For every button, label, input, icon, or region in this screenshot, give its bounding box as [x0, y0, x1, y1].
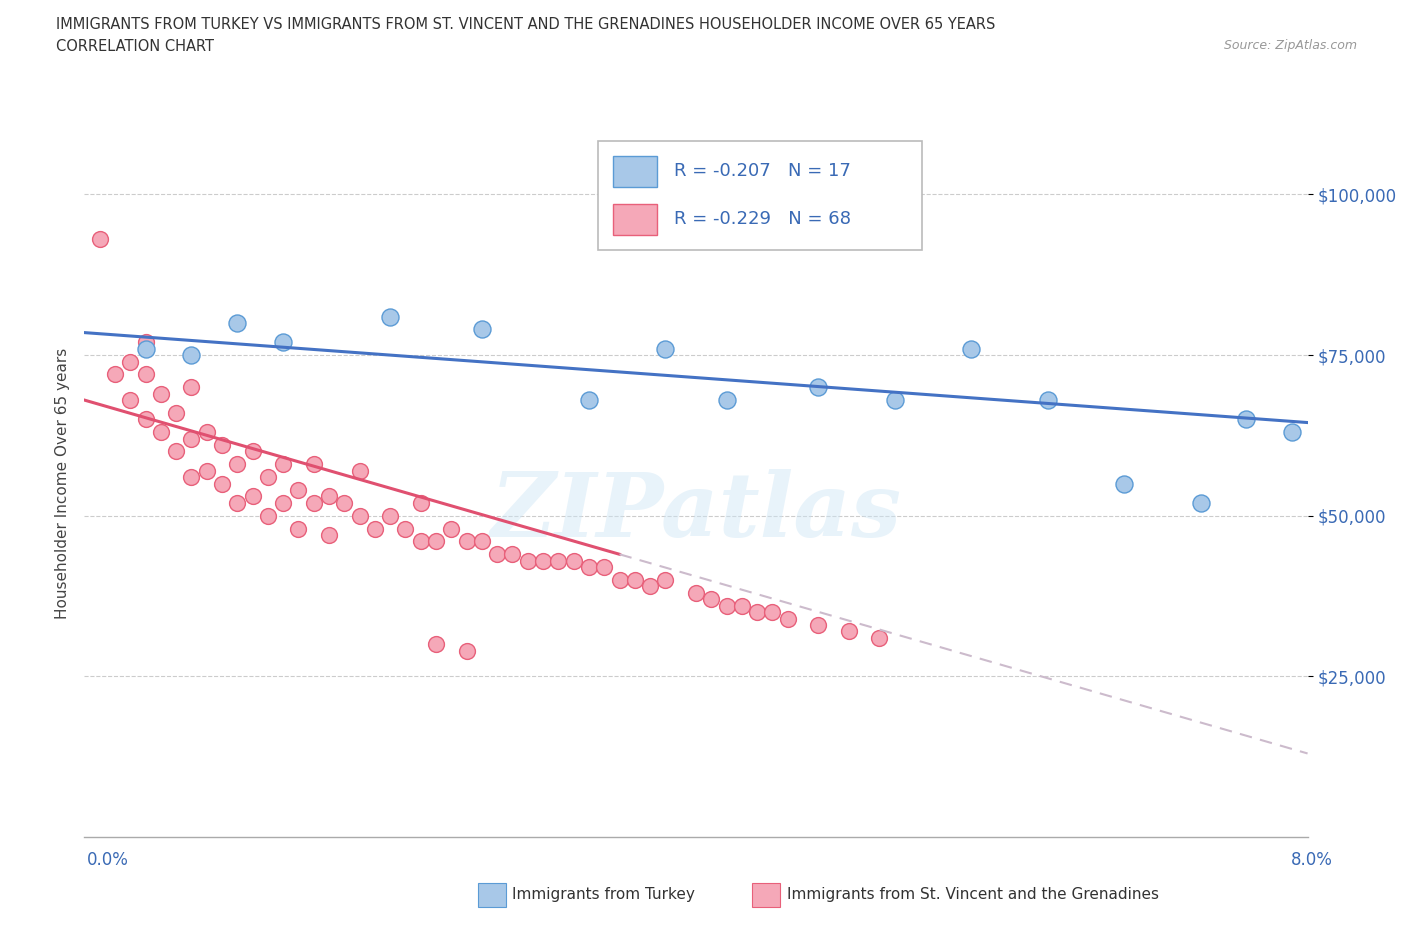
Text: R = -0.207   N = 17: R = -0.207 N = 17	[673, 162, 851, 179]
Point	[271, 457, 294, 472]
Point	[149, 386, 172, 401]
Text: Immigrants from St. Vincent and the Grenadines: Immigrants from St. Vincent and the Gren…	[787, 887, 1160, 902]
Point	[349, 509, 371, 524]
Point	[271, 335, 294, 350]
Point	[180, 470, 202, 485]
Point	[89, 232, 111, 246]
Text: Source: ZipAtlas.com: Source: ZipAtlas.com	[1223, 39, 1357, 52]
Point	[394, 521, 416, 536]
Point	[135, 412, 157, 427]
Point	[120, 392, 142, 407]
Point	[776, 611, 799, 626]
Point	[547, 553, 569, 568]
Point	[333, 496, 356, 511]
Point	[716, 598, 738, 613]
Point	[135, 341, 157, 356]
Point	[180, 432, 202, 446]
Point	[180, 348, 202, 363]
Point	[302, 496, 325, 511]
Point	[486, 547, 509, 562]
Point	[380, 509, 402, 524]
Point	[1114, 476, 1136, 491]
Point	[654, 341, 676, 356]
Point	[257, 470, 280, 485]
Point	[609, 573, 631, 588]
Point	[731, 598, 754, 613]
Point	[165, 444, 187, 458]
Point	[165, 405, 187, 420]
Point	[149, 425, 172, 440]
Point	[578, 560, 600, 575]
Point	[638, 579, 661, 594]
Point	[226, 457, 249, 472]
Point	[807, 379, 830, 394]
Point	[869, 631, 891, 645]
Point	[425, 534, 447, 549]
Point	[211, 438, 233, 453]
Point	[409, 534, 432, 549]
Point	[180, 379, 202, 394]
Point	[302, 457, 325, 472]
Point	[838, 624, 860, 639]
Point	[883, 392, 905, 407]
Point	[242, 489, 264, 504]
FancyBboxPatch shape	[613, 156, 657, 187]
Point	[471, 534, 494, 549]
Y-axis label: Householder Income Over 65 years: Householder Income Over 65 years	[55, 348, 70, 619]
Point	[271, 496, 294, 511]
Text: Immigrants from Turkey: Immigrants from Turkey	[512, 887, 695, 902]
Point	[364, 521, 387, 536]
Point	[380, 309, 402, 324]
Point	[257, 509, 280, 524]
Text: ZIPatlas: ZIPatlas	[491, 469, 901, 555]
Point	[287, 483, 309, 498]
Point	[562, 553, 585, 568]
FancyBboxPatch shape	[598, 140, 922, 250]
Point	[349, 463, 371, 478]
Point	[242, 444, 264, 458]
Point	[226, 315, 249, 330]
Point	[287, 521, 309, 536]
FancyBboxPatch shape	[613, 204, 657, 235]
Point	[195, 425, 218, 440]
Text: 8.0%: 8.0%	[1291, 851, 1333, 870]
Point	[1036, 392, 1059, 407]
Text: 0.0%: 0.0%	[87, 851, 129, 870]
Point	[745, 604, 768, 619]
Text: IMMIGRANTS FROM TURKEY VS IMMIGRANTS FROM ST. VINCENT AND THE GRENADINES HOUSEHO: IMMIGRANTS FROM TURKEY VS IMMIGRANTS FRO…	[56, 17, 995, 32]
Point	[211, 476, 233, 491]
Point	[471, 322, 494, 337]
Point	[531, 553, 554, 568]
Point	[318, 489, 340, 504]
Point	[104, 367, 127, 382]
Point	[135, 367, 157, 382]
Point	[409, 496, 432, 511]
Point	[516, 553, 538, 568]
Point	[318, 527, 340, 542]
Point	[456, 534, 478, 549]
Point	[456, 644, 478, 658]
Point	[960, 341, 983, 356]
Point	[1234, 412, 1257, 427]
Point	[761, 604, 783, 619]
Point	[593, 560, 616, 575]
Point	[1281, 425, 1303, 440]
Point	[440, 521, 463, 536]
Text: R = -0.229   N = 68: R = -0.229 N = 68	[673, 210, 851, 228]
Point	[135, 335, 157, 350]
Point	[578, 392, 600, 407]
Point	[195, 463, 218, 478]
Point	[685, 585, 707, 600]
Point	[120, 354, 142, 369]
Point	[501, 547, 523, 562]
Point	[716, 392, 738, 407]
Point	[700, 591, 723, 606]
Text: CORRELATION CHART: CORRELATION CHART	[56, 39, 214, 54]
Point	[226, 496, 249, 511]
Point	[425, 637, 447, 652]
Point	[624, 573, 647, 588]
Point	[807, 618, 830, 632]
Point	[654, 573, 676, 588]
Point	[1189, 496, 1212, 511]
